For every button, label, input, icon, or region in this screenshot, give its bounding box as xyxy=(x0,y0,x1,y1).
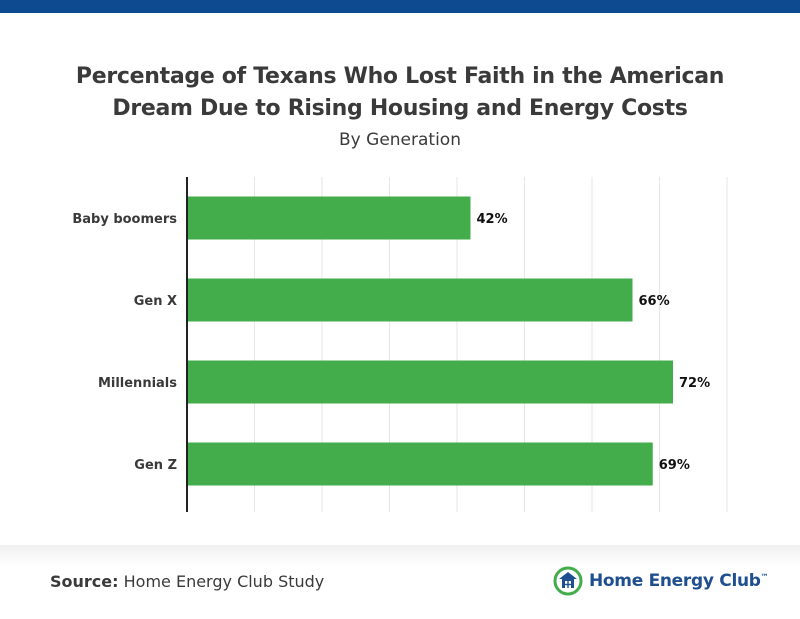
data-label: 72% xyxy=(679,376,710,391)
trademark-mark: ™ xyxy=(760,572,769,582)
house-leaf-icon xyxy=(553,566,583,596)
bar xyxy=(187,278,633,322)
chart-title: Percentage of Texans Who Lost Faith in t… xyxy=(0,61,800,125)
category-label: Gen Z xyxy=(134,458,177,473)
brand-name-text: Home Energy Club xyxy=(589,571,761,591)
chart-subtitle: By Generation xyxy=(339,130,461,150)
footer: Source: Home Energy Club Study Home Ener… xyxy=(0,545,800,619)
source-label: Source: xyxy=(50,572,119,591)
data-label: 42% xyxy=(477,212,508,227)
data-label: 66% xyxy=(639,294,670,309)
brand-name: Home Energy Club™ xyxy=(589,571,769,591)
chart-title-line-1: Percentage of Texans Who Lost Faith in t… xyxy=(75,64,725,89)
top-accent-bar xyxy=(0,0,800,13)
source-text: Home Energy Club Study xyxy=(123,572,325,591)
data-label: 69% xyxy=(659,458,690,473)
bar xyxy=(187,196,471,240)
bar xyxy=(187,442,653,486)
category-label: Gen X xyxy=(134,294,177,309)
chart-title-line-2: Dream Due to Rising Housing and Energy C… xyxy=(112,96,688,121)
brand-logo[interactable]: Home Energy Club™ xyxy=(553,565,769,597)
category-label: Baby boomers xyxy=(72,212,177,227)
bar-chart: Baby boomers 42% Gen X 66% Millennials 72% Gen… xyxy=(72,177,728,512)
source-credit: Source: Home Energy Club Study xyxy=(50,572,324,591)
category-label: Millennials xyxy=(98,376,177,391)
bar xyxy=(187,360,673,404)
